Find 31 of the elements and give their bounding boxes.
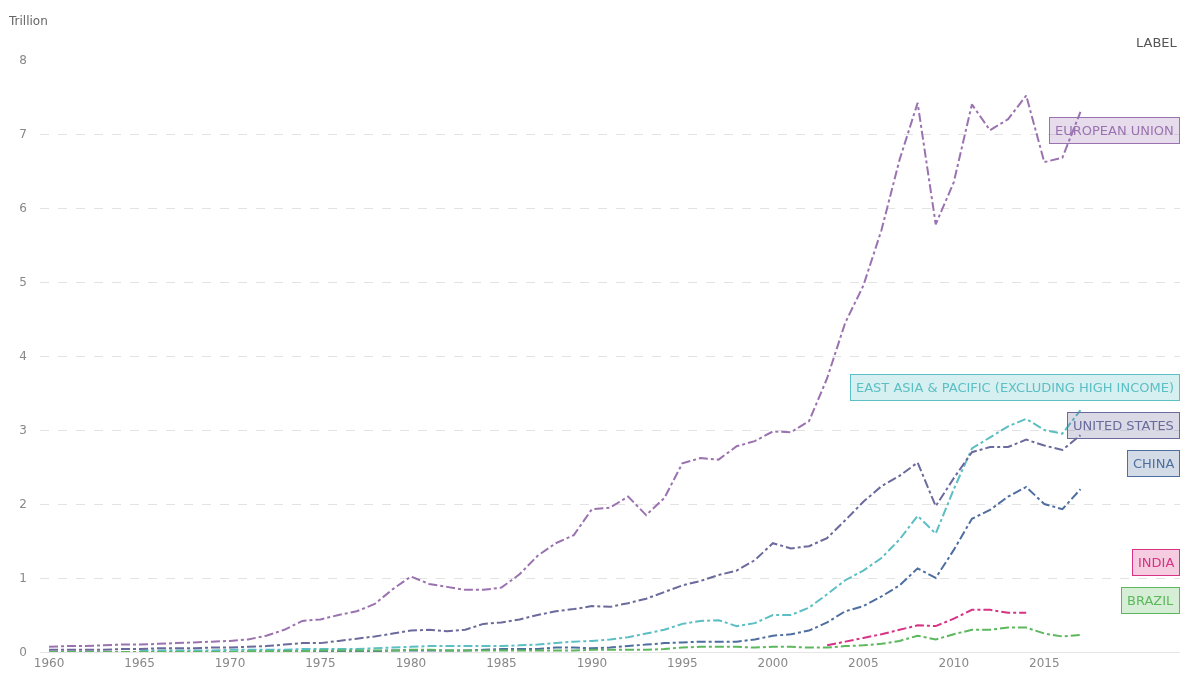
x-tick-label: 1995 xyxy=(667,656,698,671)
series-label: UNITED STATES xyxy=(1073,418,1174,433)
line-series xyxy=(826,608,1028,647)
x-tick-label: 1980 xyxy=(395,656,427,671)
x-tick-label: 1965 xyxy=(124,656,155,671)
x-tick-label: 1990 xyxy=(576,656,608,671)
y-tick-label: 3 xyxy=(19,423,27,438)
y-tick-label: 5 xyxy=(19,275,27,290)
x-tick-label: 1970 xyxy=(214,656,246,671)
text: CHINA xyxy=(1133,456,1175,471)
x-tick-label: 1960 xyxy=(33,656,65,671)
y-tick-label: 7 xyxy=(19,127,27,142)
y-tick-label: 2 xyxy=(19,497,27,512)
x-tick-label: 2010 xyxy=(938,656,970,671)
x-tick-label: 1985 xyxy=(486,656,517,671)
y-tick-label: 0 xyxy=(19,645,27,660)
y-tick-label: 1 xyxy=(19,571,27,586)
text: LABEL xyxy=(1136,35,1178,50)
text: BRAZIL xyxy=(1127,593,1175,608)
x-tick-label: 2000 xyxy=(757,656,789,671)
x-tick-label: 2015 xyxy=(1029,656,1060,671)
text: INDIA xyxy=(1138,555,1175,570)
y-tick-label: 6 xyxy=(19,201,27,216)
x-tick-label: 2005 xyxy=(848,656,879,671)
line-series xyxy=(48,626,1082,652)
line-series xyxy=(48,434,1082,651)
x-tick-label: 1975 xyxy=(305,656,336,671)
text: EAST ASIA & PACIFIC (EXCLUDING HIGH INCOME) xyxy=(856,380,1174,395)
y-tick-label: 4 xyxy=(19,349,27,364)
y-axis-title: Trillion xyxy=(8,14,48,28)
y-tick-label: 8 xyxy=(19,53,27,68)
